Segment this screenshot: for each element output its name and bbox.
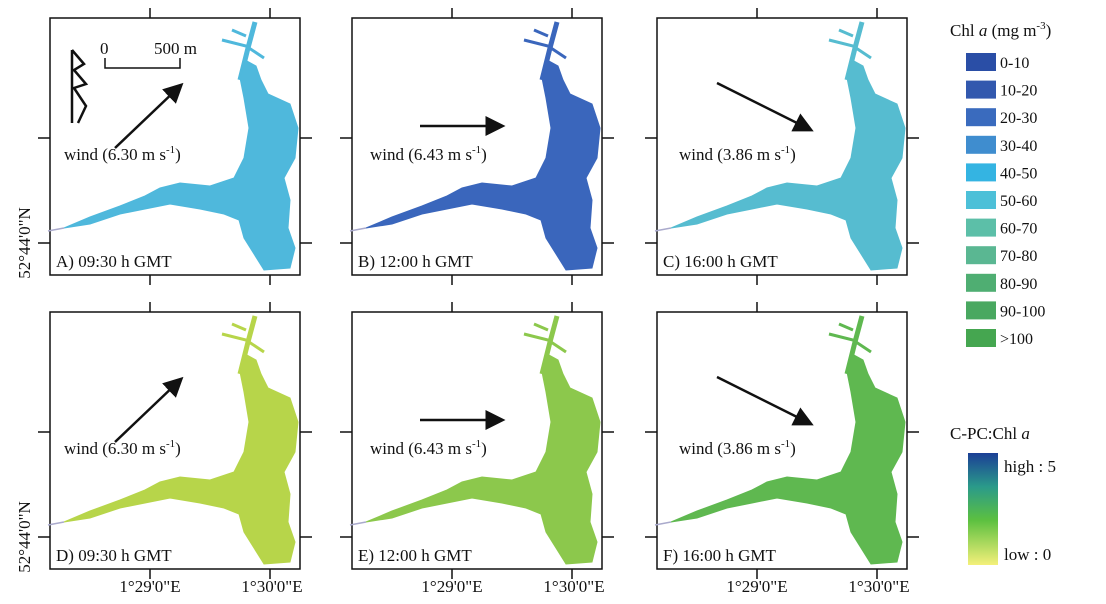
map-panel: wind (6.43 m s-1) B) 12:00 h GMT xyxy=(340,8,614,285)
legend-label: 10-20 xyxy=(1000,83,1037,100)
ratio-title-italic: a xyxy=(1021,424,1030,443)
wind-superscript: -1 xyxy=(472,438,481,450)
wind-superscript: -1 xyxy=(166,144,175,156)
wind-label: wind (6.43 m s-1) xyxy=(370,438,487,458)
legend-swatch xyxy=(966,329,996,347)
wind-label: wind (6.30 m s-1) xyxy=(64,144,181,164)
wind-label: wind (6.43 m s-1) xyxy=(370,144,487,164)
legend-swatch xyxy=(966,219,996,237)
wind-text: wind (6.43 m s xyxy=(370,145,472,164)
legend-swatch xyxy=(966,81,996,99)
legend-swatch xyxy=(966,246,996,264)
map-panel: wind (3.86 m s-1) C) 16:00 h GMT xyxy=(645,8,919,285)
legend-label: 80-90 xyxy=(1000,276,1037,293)
wind-text: wind (3.86 m s xyxy=(679,439,781,458)
wind-label: wind (6.30 m s-1) xyxy=(64,438,181,458)
panel-label: D) 09:30 h GMT xyxy=(56,546,172,565)
legend-label: 50-60 xyxy=(1000,193,1037,210)
wind-close: ) xyxy=(790,439,796,458)
wind-superscript: -1 xyxy=(472,144,481,156)
map-panel: wind (6.43 m s-1) E) 12:00 h GMT xyxy=(340,302,614,579)
legend-title-italic: a xyxy=(979,21,988,40)
legend-swatch xyxy=(966,191,996,209)
figure: wind (6.30 m s-1)A) 09:30 h GMT0500 m52°… xyxy=(0,0,1106,604)
legend-label: 0-10 xyxy=(1000,55,1029,72)
wind-label: wind (3.86 m s-1) xyxy=(679,144,796,164)
ratio-low: low : 0 xyxy=(1004,545,1051,564)
longitude-label: 1°29'0"E xyxy=(726,577,787,596)
wind-text: wind (6.30 m s xyxy=(64,145,166,164)
longitude-label: 1°30'0"E xyxy=(848,577,909,596)
wind-text: wind (6.30 m s xyxy=(64,439,166,458)
longitude-label: 1°30'0"E xyxy=(241,577,302,596)
legend-label: >100 xyxy=(1000,331,1033,348)
wind-text: wind (3.86 m s xyxy=(679,145,781,164)
legend-swatch xyxy=(966,108,996,126)
wind-superscript: -1 xyxy=(781,438,790,450)
map-panel: wind (3.86 m s-1) F) 16:00 h GMT xyxy=(645,302,919,579)
wind-label: wind (3.86 m s-1) xyxy=(679,438,796,458)
panel-label: C) 16:00 h GMT xyxy=(663,252,778,271)
map-panel: wind (6.30 m s-1) D) 09:30 h GMT xyxy=(38,302,312,579)
legend-title-part: Chl xyxy=(950,21,979,40)
scale-start: 0 xyxy=(100,39,109,58)
panel-label: F) 16:00 h GMT xyxy=(663,546,776,565)
legend-swatch xyxy=(966,163,996,181)
scale-end: 500 m xyxy=(154,39,197,58)
wind-superscript: -1 xyxy=(781,144,790,156)
legend-swatch xyxy=(966,53,996,71)
longitude-label: 1°30'0"E xyxy=(543,577,604,596)
legend-title-part: (mg m xyxy=(987,21,1036,40)
wind-close: ) xyxy=(175,439,181,458)
ratio-title-part: C-PC:Chl xyxy=(950,424,1021,443)
wind-text: wind (6.43 m s xyxy=(370,439,472,458)
latitude-label: 52°44'0"N xyxy=(15,501,34,573)
panel-label: E) 12:00 h GMT xyxy=(358,546,472,565)
map-panel: wind (6.30 m s-1) A) 09:30 h GMT 0 500 m xyxy=(38,8,312,285)
wind-close: ) xyxy=(481,145,487,164)
panel-label: A) 09:30 h GMT xyxy=(56,252,172,271)
legend-title: Chl a (mg m-3) xyxy=(950,20,1051,40)
legend-label: 70-80 xyxy=(1000,248,1037,265)
legend-label: 20-30 xyxy=(1000,110,1037,127)
legend-swatch xyxy=(966,274,996,292)
ratio-high: high : 5 xyxy=(1004,457,1056,476)
legend-label: 40-50 xyxy=(1000,165,1037,182)
wind-close: ) xyxy=(481,439,487,458)
panel-label: B) 12:00 h GMT xyxy=(358,252,473,271)
wind-close: ) xyxy=(790,145,796,164)
longitude-label: 1°29'0"E xyxy=(421,577,482,596)
legend-title-part: ) xyxy=(1046,21,1052,40)
ratio-title: C-PC:Chl a xyxy=(950,424,1030,443)
wind-close: ) xyxy=(175,145,181,164)
longitude-label: 1°29'0"E xyxy=(119,577,180,596)
legend-swatch xyxy=(966,301,996,319)
wind-superscript: -1 xyxy=(166,438,175,450)
legend-label: 90-100 xyxy=(1000,303,1045,320)
latitude-label: 52°44'0"N xyxy=(15,207,34,279)
legend-label: 30-40 xyxy=(1000,138,1037,155)
legend-swatch xyxy=(966,136,996,154)
legend-label: 60-70 xyxy=(1000,221,1037,238)
ratio-gradient xyxy=(968,453,998,565)
